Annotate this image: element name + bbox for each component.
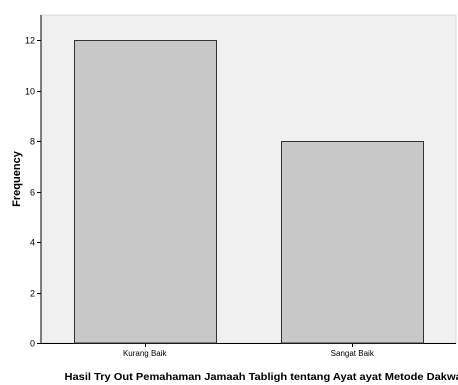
y-tick-label: 2 <box>30 289 35 299</box>
bar-sangat-baik <box>281 141 424 344</box>
x-tick-label: Sangat Baik <box>331 349 375 358</box>
y-tick-label: 10 <box>25 87 35 97</box>
y-tick-label: 4 <box>30 238 35 248</box>
y-tick-label: 6 <box>30 188 35 198</box>
y-tick-label: 12 <box>25 36 35 46</box>
y-axis-label: Frequency <box>11 150 23 207</box>
bar-kurang-baik <box>74 40 217 344</box>
x-tick-label: Kurang Baik <box>123 349 168 358</box>
bars <box>74 40 424 344</box>
x-axis-label: Hasil Try Out Pemahaman Jamaah Tabligh t… <box>65 371 458 383</box>
y-tick-label: 0 <box>30 339 35 349</box>
y-tick-label: 8 <box>30 137 35 147</box>
y-axis: 0 2 4 6 8 10 12 <box>25 15 42 349</box>
x-axis: Kurang Baik Sangat Baik <box>41 343 456 358</box>
